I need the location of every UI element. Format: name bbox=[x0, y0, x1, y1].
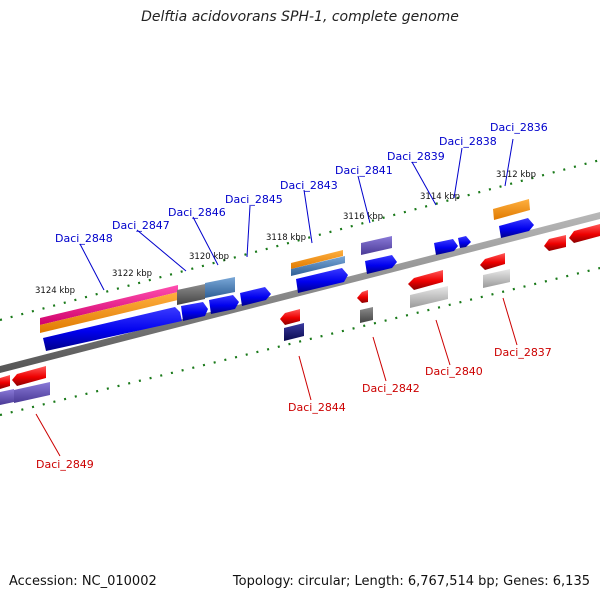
kbp-label: 3118 kbp bbox=[266, 233, 306, 243]
feature-bar-light-grey[interactable] bbox=[410, 286, 448, 308]
forward-tick-track bbox=[0, 158, 600, 322]
gene-arrow[interactable] bbox=[480, 253, 505, 270]
gene-label-forward[interactable]: Daci_2848 bbox=[55, 232, 113, 245]
gene-arrow[interactable] bbox=[240, 287, 271, 306]
accession-text: Accession: NC_010002 bbox=[9, 574, 157, 589]
gene-label-forward[interactable]: Daci_2845 bbox=[225, 193, 283, 206]
kbp-label: 3114 kbp bbox=[420, 192, 460, 202]
feature-bar-steel[interactable] bbox=[205, 277, 235, 298]
gene-arrow[interactable] bbox=[408, 270, 443, 290]
reverse-leader-lines bbox=[35, 297, 518, 457]
feature-bar-purple[interactable] bbox=[0, 389, 14, 405]
gene-arrow[interactable] bbox=[357, 290, 368, 303]
feature-bar-orange[interactable] bbox=[493, 199, 530, 220]
gene-arrow[interactable] bbox=[499, 218, 534, 238]
gene-label-reverse[interactable]: Daci_2849 bbox=[36, 458, 94, 471]
gene-label-forward[interactable]: Daci_2838 bbox=[439, 135, 497, 148]
kbp-label: 3124 kbp bbox=[35, 286, 75, 296]
gene-label-forward[interactable]: Daci_2841 bbox=[335, 164, 393, 177]
feature-bar-light-grey[interactable] bbox=[483, 269, 510, 288]
feature-bar-grey[interactable] bbox=[360, 307, 373, 323]
feature-bar-magenta[interactable] bbox=[40, 285, 178, 325]
gene-label-reverse[interactable]: Daci_2842 bbox=[362, 382, 420, 395]
gene-arrow[interactable] bbox=[365, 255, 397, 274]
kbp-label: 3116 kbp bbox=[343, 212, 383, 222]
gene-arrow[interactable] bbox=[296, 268, 348, 293]
reverse-features bbox=[0, 224, 600, 405]
gene-label-reverse[interactable]: Daci_2837 bbox=[494, 346, 552, 359]
gene-arrow[interactable] bbox=[209, 295, 239, 314]
reverse-tick-track bbox=[0, 266, 600, 417]
kbp-label: 3120 kbp bbox=[189, 252, 229, 262]
gene-label-forward[interactable]: Daci_2846 bbox=[168, 206, 226, 219]
forward-leader-lines bbox=[79, 138, 514, 291]
gene-arrow[interactable] bbox=[569, 224, 600, 243]
kbp-label: 3112 kbp bbox=[496, 170, 536, 180]
gene-label-forward[interactable]: Daci_2839 bbox=[387, 150, 445, 163]
gene-arrow[interactable] bbox=[181, 302, 208, 321]
feature-bar-orange[interactable] bbox=[291, 250, 343, 269]
gene-arrow[interactable] bbox=[434, 239, 458, 255]
gene-arrow[interactable] bbox=[0, 375, 10, 389]
feature-bar-purple[interactable] bbox=[14, 382, 50, 403]
forward-features bbox=[0, 199, 534, 389]
gene-label-forward[interactable]: Daci_2847 bbox=[112, 219, 170, 232]
gene-arrow[interactable] bbox=[12, 366, 46, 386]
kbp-label: 3122 kbp bbox=[112, 269, 152, 279]
feature-bar-orange[interactable] bbox=[40, 292, 178, 333]
gene-arrow[interactable] bbox=[280, 309, 300, 325]
feature-bar-steel[interactable] bbox=[291, 256, 345, 276]
gene-arrow[interactable] bbox=[544, 235, 566, 251]
genome-summary-text: Topology: circular; Length: 6,767,514 bp… bbox=[232, 574, 590, 589]
gene-arrow[interactable] bbox=[43, 307, 182, 351]
gene-label-reverse[interactable]: Daci_2844 bbox=[288, 401, 346, 414]
gene-label-forward[interactable]: Daci_2836 bbox=[490, 121, 548, 134]
feature-bar-purple[interactable] bbox=[361, 236, 392, 255]
gene-label-reverse[interactable]: Daci_2840 bbox=[425, 365, 483, 378]
feature-bar-grey[interactable] bbox=[177, 284, 205, 305]
gene-label-forward[interactable]: Daci_2843 bbox=[280, 179, 338, 192]
gene-arrow[interactable] bbox=[458, 236, 471, 248]
map-title: Delftia acidovorans SPH-1, complete geno… bbox=[141, 9, 459, 25]
feature-bar-navy[interactable] bbox=[284, 323, 304, 341]
